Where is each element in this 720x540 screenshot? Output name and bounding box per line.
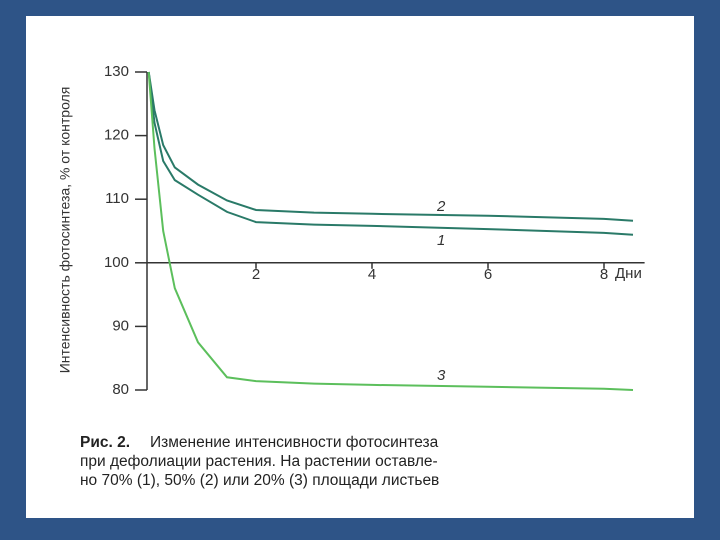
caption-line: при дефолиации растения. На растении ост… <box>80 453 438 470</box>
y-tick-label: 80 <box>112 381 129 398</box>
y-tick-label: 90 <box>112 317 129 334</box>
y-axis-label: Интенсивность фотосинтеза, % от контроля <box>57 87 73 374</box>
caption-line: но 70% (1), 50% (2) или 20% (3) площади … <box>80 472 439 489</box>
caption-line: Изменение интенсивности фотосинтеза <box>150 434 439 451</box>
x-tick-label: 6 <box>484 266 492 283</box>
series-label: 3 <box>437 367 446 384</box>
caption-label: Рис. 2. <box>80 434 130 451</box>
series-label: 2 <box>436 198 446 215</box>
y-tick-label: 130 <box>104 63 129 80</box>
series-line <box>147 71 634 236</box>
series-line <box>147 71 634 222</box>
x-tick-label: 8 <box>600 266 608 283</box>
series-line <box>147 71 634 391</box>
series-label: 1 <box>437 232 445 249</box>
y-tick-label: 100 <box>104 254 129 271</box>
x-axis-label: Дни <box>615 265 642 282</box>
y-tick-label: 110 <box>105 190 129 207</box>
y-tick-label: 120 <box>104 127 129 144</box>
x-tick-label: 2 <box>252 266 260 283</box>
slide <box>26 16 694 518</box>
x-tick-label: 4 <box>368 266 376 283</box>
